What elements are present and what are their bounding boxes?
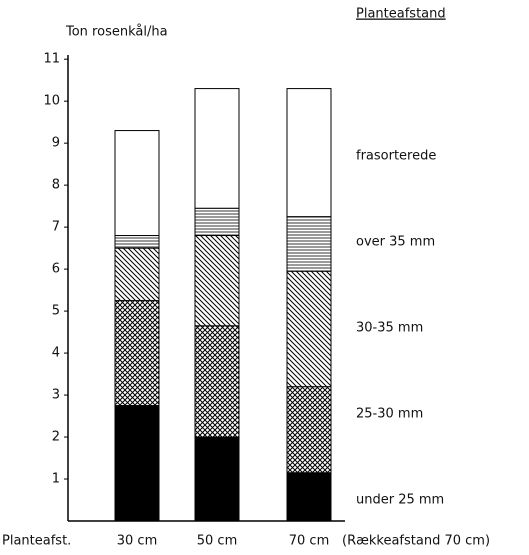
bar-segment — [286, 472, 332, 522]
bar-segment — [114, 300, 160, 407]
y-tick-label: 10 — [43, 94, 60, 109]
bar-segment — [286, 88, 332, 218]
y-tick-label: 6 — [52, 262, 60, 277]
y-tick-label: 7 — [52, 220, 60, 235]
x-axis-note: (Rækkeafstand 70 cm) — [342, 534, 490, 549]
y-tick-label: 5 — [52, 304, 60, 319]
legend-title: Planteafstand — [356, 7, 446, 22]
x-tick-label: 30 cm — [117, 534, 158, 549]
bar-segment — [114, 247, 160, 302]
bar-segment — [286, 270, 332, 388]
y-tick-label: 1 — [52, 472, 60, 487]
legend-label: 25-30 mm — [356, 407, 423, 422]
legend-label: frasorterede — [356, 149, 436, 164]
y-tick-label: 9 — [52, 136, 60, 151]
y-axis-label: Ton rosenkål/ha — [65, 25, 168, 40]
y-tick-label: 11 — [43, 52, 60, 67]
bar-segment — [114, 130, 160, 237]
y-tick-label: 8 — [52, 178, 60, 193]
legend-label: under 25 mm — [356, 493, 444, 508]
x-tick-label: 50 cm — [197, 534, 238, 549]
bar-segment — [194, 235, 240, 327]
x-tick-label: 70 cm — [289, 534, 330, 549]
legend-label: over 35 mm — [356, 235, 435, 250]
y-tick-label: 3 — [52, 388, 60, 403]
legend-label: 30-35 mm — [356, 321, 423, 336]
bar-segment — [286, 216, 332, 272]
bar-segment — [114, 405, 160, 522]
bar-segment — [194, 436, 240, 522]
bar-segment — [194, 325, 240, 438]
x-axis-label: Planteafst. — [2, 534, 71, 549]
bar-segment — [194, 88, 240, 209]
y-tick-label: 2 — [52, 430, 60, 445]
bar-segment — [286, 386, 332, 474]
y-tick-label: 4 — [52, 346, 60, 361]
bar-segment — [114, 235, 160, 249]
bar-segment — [194, 207, 240, 237]
